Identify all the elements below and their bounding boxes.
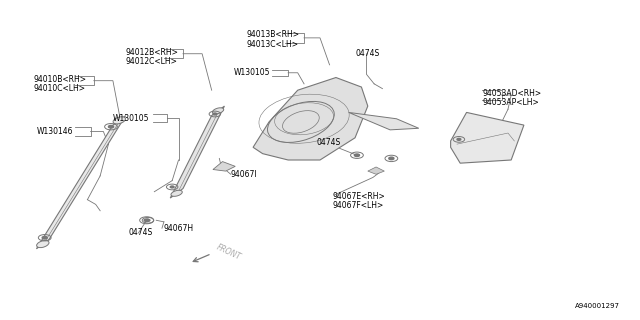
Text: 94010C<LH>: 94010C<LH> (33, 84, 85, 93)
Circle shape (144, 219, 149, 221)
Polygon shape (36, 116, 125, 249)
Text: 0474S: 0474S (317, 138, 341, 147)
Text: W130105: W130105 (113, 114, 149, 123)
Text: 0474S: 0474S (129, 228, 153, 237)
Text: W130105: W130105 (234, 68, 271, 77)
Text: 94067I: 94067I (231, 170, 257, 179)
Polygon shape (253, 77, 368, 160)
Text: W130146: W130146 (36, 127, 73, 136)
Text: 94067H: 94067H (164, 224, 194, 233)
Text: 94067F<LH>: 94067F<LH> (333, 202, 384, 211)
Polygon shape (368, 167, 385, 174)
Text: 94053AD<RH>: 94053AD<RH> (483, 89, 541, 98)
Circle shape (355, 154, 360, 156)
Polygon shape (349, 112, 419, 130)
Ellipse shape (212, 108, 224, 114)
Text: 94010B<RH>: 94010B<RH> (33, 75, 86, 84)
Ellipse shape (36, 241, 49, 248)
Polygon shape (170, 106, 225, 198)
Polygon shape (213, 162, 236, 171)
Text: 94013C<LH>: 94013C<LH> (246, 40, 299, 49)
Circle shape (146, 219, 150, 221)
Text: 94012C<LH>: 94012C<LH> (125, 57, 177, 66)
Circle shape (170, 186, 174, 188)
Text: 94012B<RH>: 94012B<RH> (125, 48, 179, 57)
Circle shape (108, 125, 113, 128)
Text: A940001297: A940001297 (575, 303, 620, 309)
Polygon shape (451, 112, 524, 163)
Ellipse shape (113, 117, 125, 124)
Text: 0474S: 0474S (355, 49, 380, 58)
Text: 94013B<RH>: 94013B<RH> (246, 30, 300, 39)
Circle shape (457, 139, 461, 140)
Circle shape (213, 113, 217, 115)
Text: FRONT: FRONT (215, 243, 242, 261)
Ellipse shape (171, 190, 182, 196)
Text: 94053AP<LH>: 94053AP<LH> (483, 99, 540, 108)
Circle shape (389, 157, 394, 160)
Text: 94067E<RH>: 94067E<RH> (333, 192, 385, 201)
Circle shape (42, 236, 47, 239)
